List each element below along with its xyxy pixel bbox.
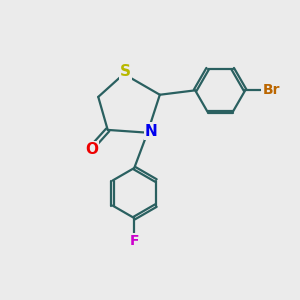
- Text: O: O: [85, 142, 98, 157]
- Text: Br: Br: [262, 83, 280, 97]
- Text: N: N: [145, 124, 158, 139]
- Text: F: F: [130, 234, 139, 248]
- Text: S: S: [120, 64, 131, 79]
